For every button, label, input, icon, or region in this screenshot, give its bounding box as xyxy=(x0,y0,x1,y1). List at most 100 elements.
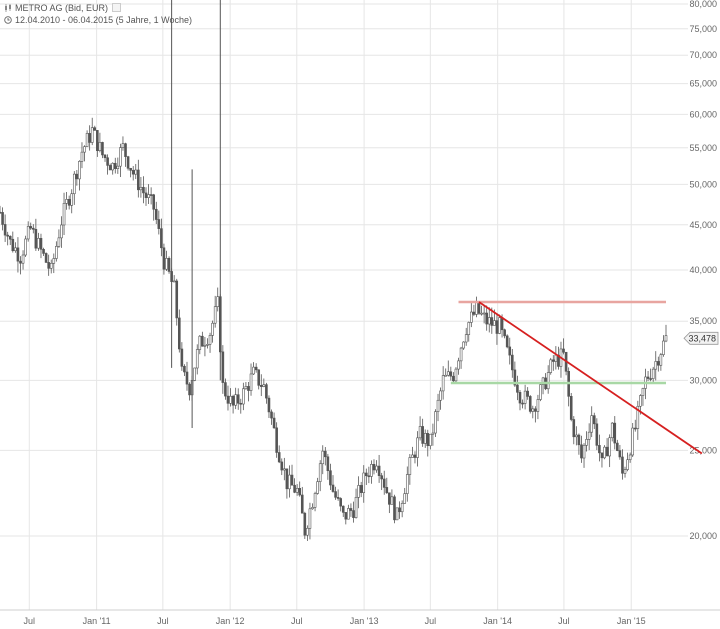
candle-body xyxy=(90,127,94,143)
candle-body xyxy=(641,388,645,396)
candle-body xyxy=(349,508,353,511)
candle-body xyxy=(452,375,455,382)
candle-body xyxy=(324,450,327,458)
candle-body xyxy=(262,384,266,387)
last-value-label: 33,478 xyxy=(688,333,716,343)
candle-body xyxy=(188,383,191,396)
candle-body xyxy=(580,444,583,459)
candle-body xyxy=(600,452,604,459)
candle-body xyxy=(446,371,450,376)
candle-body xyxy=(72,173,76,195)
y-tick-label: 80,000 xyxy=(689,0,717,9)
candle-body xyxy=(505,335,509,348)
candle-body xyxy=(236,394,240,404)
candle-body xyxy=(242,388,245,405)
candle-body xyxy=(0,211,2,214)
candle-body xyxy=(528,396,532,412)
candle-body xyxy=(167,258,171,272)
candle-body xyxy=(336,497,340,499)
candle-body xyxy=(585,439,588,446)
candle-body xyxy=(137,169,140,191)
candle-body xyxy=(295,488,299,493)
candle-body xyxy=(254,366,258,371)
candle-body xyxy=(608,437,611,457)
candle-body xyxy=(500,317,504,331)
y-tick-label: 60,000 xyxy=(689,109,717,119)
candle-body xyxy=(639,395,642,407)
candle-body xyxy=(464,334,468,343)
candle-body xyxy=(24,238,27,256)
candle-body xyxy=(477,302,481,314)
candle-body xyxy=(239,402,243,405)
candle-body xyxy=(329,470,332,486)
candle-body xyxy=(516,384,519,393)
candle-body xyxy=(403,493,407,504)
trend-line[interactable] xyxy=(478,301,703,455)
candle-body xyxy=(610,422,614,439)
candle-body xyxy=(487,317,491,325)
instrument-name: METRO AG (Bid, EUR) xyxy=(15,3,109,13)
candle-body xyxy=(106,157,109,166)
candle-body xyxy=(331,484,335,492)
candle-body xyxy=(316,481,319,494)
clock-icon xyxy=(4,16,12,24)
candle-body xyxy=(390,496,394,505)
candle-body xyxy=(472,311,476,315)
x-tick-label: Jul xyxy=(24,616,36,626)
candle-body xyxy=(149,194,153,196)
candle-body xyxy=(575,434,578,438)
candle-body xyxy=(231,395,235,406)
candle-body xyxy=(449,371,453,377)
y-axis: 20,000 25,000 30,000 35,000 40,000 45,000 50,0… xyxy=(689,0,717,541)
candle-body xyxy=(523,390,527,404)
candle-body xyxy=(208,335,212,345)
compare-checkbox[interactable] xyxy=(112,3,122,12)
candle-body xyxy=(347,508,350,520)
candle-body xyxy=(598,445,601,454)
candle-body xyxy=(303,512,307,536)
candle-body xyxy=(14,247,17,252)
candle-body xyxy=(275,427,278,453)
y-tick-label: 65,000 xyxy=(689,79,717,89)
candle-body xyxy=(83,146,86,153)
candle-body xyxy=(154,208,158,220)
candle-body xyxy=(183,366,186,373)
candle-body xyxy=(388,492,391,505)
candle-body xyxy=(55,246,58,259)
candle-body xyxy=(234,394,237,406)
candle-body xyxy=(224,382,227,397)
candle-body xyxy=(139,186,143,191)
candle-body xyxy=(457,360,460,370)
candle-body xyxy=(85,133,89,147)
y-tick-label: 35,000 xyxy=(689,316,717,326)
candle-body xyxy=(480,312,483,315)
candle-body xyxy=(124,143,127,157)
candle-body xyxy=(221,351,225,383)
candle-body xyxy=(628,454,632,460)
candle-body xyxy=(44,253,48,263)
candle-body xyxy=(370,464,373,477)
candle-body xyxy=(569,396,573,420)
candle-body xyxy=(244,386,248,390)
candle-body xyxy=(362,472,366,493)
candle-body xyxy=(531,408,535,412)
candle-body xyxy=(157,219,161,229)
candle-body xyxy=(37,238,40,249)
candle-body xyxy=(103,154,107,159)
candle-body xyxy=(526,390,529,397)
candle-body xyxy=(308,508,312,529)
candle-body xyxy=(436,399,440,412)
candle-body xyxy=(142,186,145,194)
candle-body xyxy=(98,142,102,152)
candle-body xyxy=(195,349,199,369)
candles-icon xyxy=(5,4,11,12)
candle-body xyxy=(405,474,409,494)
candle-body xyxy=(31,227,35,230)
candle-body xyxy=(518,392,522,404)
candle-body xyxy=(485,312,488,325)
candle-body xyxy=(285,468,289,490)
candle-body xyxy=(657,361,660,366)
candle-body xyxy=(185,371,189,385)
candle-body xyxy=(367,475,371,478)
x-tick-label: Jan '13 xyxy=(350,616,379,626)
